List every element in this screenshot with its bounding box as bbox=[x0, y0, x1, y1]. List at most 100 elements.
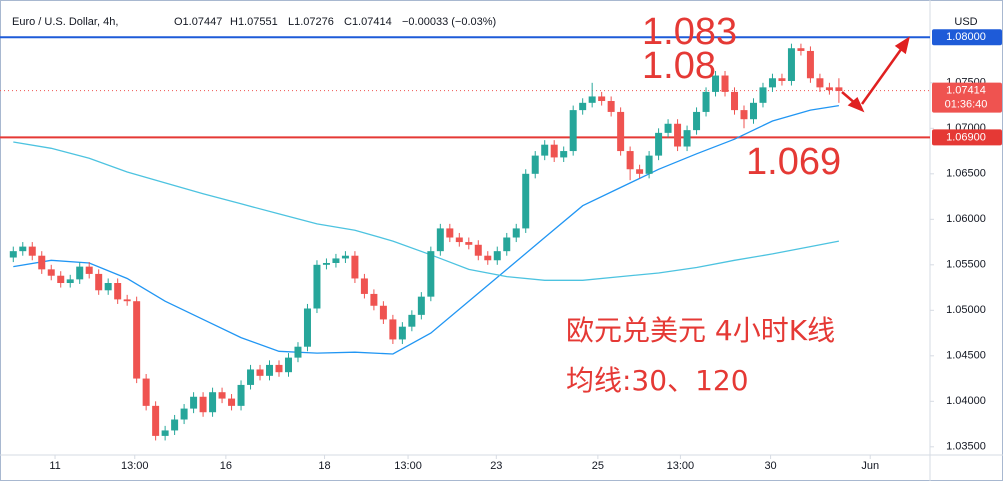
candle-body bbox=[398, 326, 406, 340]
candle-body bbox=[655, 132, 663, 156]
candle-body bbox=[237, 384, 245, 406]
candle-body bbox=[38, 255, 46, 270]
candle-body bbox=[228, 398, 236, 406]
y-tick-label: 1.05000 bbox=[946, 304, 986, 316]
x-tick-label: 25 bbox=[592, 460, 604, 472]
ohlc-open: O1.07447 bbox=[174, 16, 222, 28]
candle-body bbox=[493, 251, 501, 261]
candle-body bbox=[171, 419, 179, 431]
candle-body bbox=[712, 75, 720, 92]
last-price-label: 1.07414 bbox=[946, 85, 986, 97]
x-tick-label: 18 bbox=[318, 460, 330, 472]
x-tick-label: 13:00 bbox=[667, 460, 695, 472]
candle-body bbox=[152, 405, 160, 436]
candle-body bbox=[370, 293, 378, 306]
annotation: 1.08 bbox=[642, 45, 716, 87]
candle-body bbox=[256, 369, 264, 376]
candle-body bbox=[768, 78, 776, 88]
candle-body bbox=[351, 255, 359, 279]
annotation: 1.069 bbox=[746, 141, 841, 183]
candle-body bbox=[455, 237, 463, 243]
candle-body bbox=[484, 255, 492, 261]
candle-body bbox=[266, 364, 274, 376]
candle-body bbox=[417, 296, 425, 315]
candle-body bbox=[85, 266, 93, 274]
candle-body bbox=[731, 91, 739, 111]
candle-body bbox=[740, 110, 748, 120]
last-price-tag bbox=[932, 82, 1002, 113]
candle-body bbox=[379, 305, 387, 320]
symbol: Euro / U.S. Dollar, 4h, bbox=[12, 16, 118, 28]
candle-body bbox=[28, 246, 36, 256]
x-tick-label: 13:00 bbox=[121, 460, 149, 472]
ohlc-close: C1.07414 bbox=[344, 16, 392, 28]
candle-body bbox=[693, 111, 701, 131]
candle-body bbox=[465, 242, 473, 245]
y-tick-label: 1.05500 bbox=[946, 259, 986, 271]
candle-body bbox=[474, 244, 482, 256]
y-tick-label: 1.04000 bbox=[946, 395, 986, 407]
level-tag bbox=[932, 129, 1002, 146]
candle-body bbox=[161, 430, 169, 436]
plot-area bbox=[0, 36, 930, 441]
annotation: 均线:30、120 bbox=[566, 364, 749, 397]
candle-body bbox=[341, 255, 349, 259]
candle-body bbox=[19, 246, 27, 252]
candle-body bbox=[332, 258, 340, 263]
candle-body bbox=[294, 346, 302, 358]
candle-body bbox=[683, 130, 691, 147]
candle-body bbox=[560, 151, 568, 158]
ohlc-high: H1.07551 bbox=[230, 16, 278, 28]
candle-body bbox=[199, 396, 207, 413]
candle-body bbox=[816, 78, 824, 88]
x-tick-label: Jun bbox=[861, 460, 879, 472]
candle-body bbox=[512, 228, 520, 238]
candle-body bbox=[797, 48, 805, 51]
candle-body bbox=[806, 50, 814, 79]
candle-body bbox=[749, 102, 757, 120]
x-tick-label: 13:00 bbox=[394, 460, 422, 472]
candle-body bbox=[218, 392, 226, 399]
candle-body bbox=[778, 78, 786, 81]
candle-body bbox=[180, 408, 188, 420]
candle-body bbox=[123, 299, 131, 302]
candle-body bbox=[322, 262, 330, 265]
ohlc-low: L1.07276 bbox=[288, 16, 334, 28]
candle-body bbox=[702, 91, 710, 112]
candle-body bbox=[531, 155, 539, 174]
candle-body bbox=[446, 228, 454, 238]
candle-body bbox=[721, 75, 729, 92]
candle-body bbox=[664, 123, 672, 133]
candle-body bbox=[674, 123, 682, 147]
candle-body bbox=[275, 364, 283, 373]
y-tick-label: 1.06500 bbox=[946, 168, 986, 180]
candle-body bbox=[284, 357, 292, 373]
x-tick-label: 30 bbox=[764, 460, 776, 472]
candle-body bbox=[759, 87, 767, 103]
candle-body bbox=[436, 228, 444, 252]
candle-body bbox=[427, 251, 435, 297]
candle-body bbox=[626, 151, 634, 170]
candle-body bbox=[588, 96, 596, 103]
candle-body bbox=[825, 87, 833, 91]
candle-body bbox=[598, 96, 606, 102]
countdown: 01:36:40 bbox=[945, 99, 988, 111]
candle-body bbox=[636, 169, 644, 174]
candle-body bbox=[645, 155, 653, 174]
annotation: 欧元兑美元 4小时K线 bbox=[566, 314, 835, 347]
candle-body bbox=[66, 279, 74, 284]
candle-body bbox=[47, 269, 55, 276]
candle-body bbox=[95, 273, 103, 291]
candle-body bbox=[579, 102, 587, 111]
candle-body bbox=[607, 101, 615, 112]
candle-body bbox=[389, 319, 397, 340]
candle-body bbox=[209, 392, 217, 413]
arrow-head bbox=[847, 96, 865, 113]
candle-body bbox=[787, 48, 795, 81]
y-tick-label: 1.04500 bbox=[946, 350, 986, 362]
candle-body bbox=[57, 275, 65, 284]
candle-body bbox=[550, 144, 558, 158]
candle-body bbox=[313, 264, 321, 309]
